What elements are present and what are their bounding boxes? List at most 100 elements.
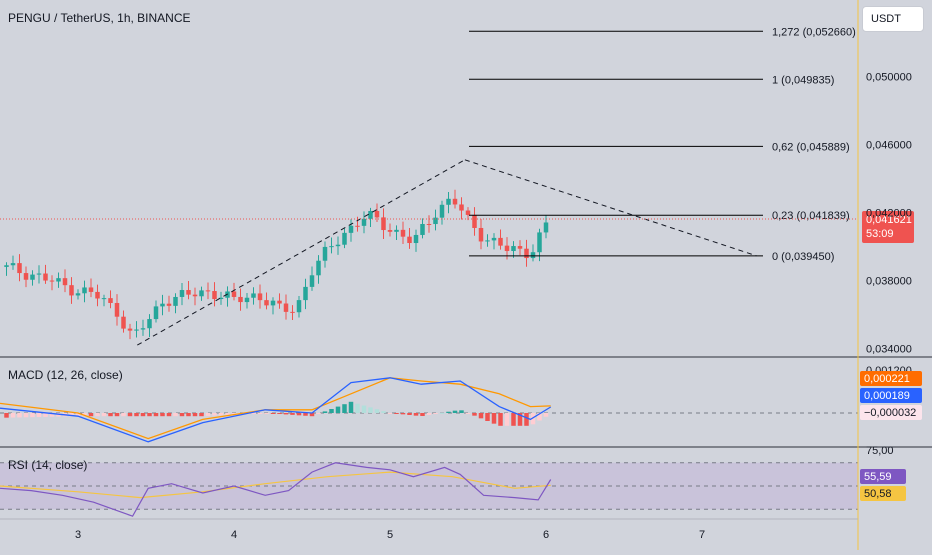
rsi-legend: RSI (14, close) (8, 458, 88, 472)
macd-histogram-bar (361, 405, 367, 413)
macd-histogram-bar (446, 411, 451, 413)
macd-signal-value: 0,000221 (864, 373, 910, 385)
candle (225, 286, 230, 307)
candle-body (452, 198, 458, 205)
macd-histogram-bar (251, 413, 256, 414)
macd-histogram-bar (368, 407, 373, 413)
macd-histogram-bar (69, 413, 74, 417)
candle (82, 280, 87, 303)
candle (134, 321, 139, 338)
candle (439, 200, 445, 225)
macd-histogram-bar (199, 413, 204, 417)
candle-body (212, 291, 217, 300)
macd-histogram-bar (283, 413, 289, 415)
candle (452, 189, 458, 209)
candle (465, 207, 471, 221)
currency-button[interactable]: USDT (862, 6, 924, 32)
candle-body (478, 227, 484, 242)
candle (114, 294, 120, 326)
candle-body (485, 240, 490, 242)
macd-histogram-bar (316, 413, 321, 414)
candle (173, 293, 178, 314)
candle (88, 278, 94, 298)
candle-body (517, 246, 523, 249)
candle-body (69, 285, 74, 296)
macd-histogram-bar (420, 413, 425, 416)
candle-body (394, 229, 399, 232)
candle-body (114, 302, 120, 317)
candle-body (166, 303, 172, 306)
macd-histogram-bar (212, 413, 217, 416)
candle-body (108, 298, 113, 303)
candle-body (36, 273, 42, 275)
current-price-tag: 0,041621 53:09 (862, 210, 914, 243)
candle (36, 265, 42, 284)
candle (17, 254, 22, 282)
candle (231, 282, 237, 301)
rsi-ma-line (0, 471, 551, 499)
candle-body (465, 210, 471, 215)
candle (381, 208, 386, 240)
candle-body (101, 298, 107, 300)
macd-histogram-value-tag: −0,000032 (860, 405, 922, 420)
candle-body (153, 306, 159, 320)
candle (75, 289, 81, 300)
macd-histogram-bar (121, 413, 126, 417)
candle-body (342, 232, 347, 245)
macd-histogram-bar (452, 410, 458, 413)
current-price-tag-bg (862, 210, 914, 243)
candle-body (95, 291, 100, 299)
candle (264, 292, 269, 310)
macd-histogram-bar (394, 413, 399, 414)
candle-body (4, 265, 9, 267)
candle (153, 300, 159, 323)
macd-histogram-bar (407, 413, 412, 415)
fib-level-label: 0,62 (0,045889) (772, 141, 850, 153)
macd-histogram-bar (225, 413, 230, 415)
candle-body (524, 248, 529, 259)
candle-body (537, 232, 542, 253)
candle-body (23, 273, 29, 280)
candle (348, 219, 354, 242)
candle-body (472, 214, 477, 228)
rsi-ma-value: 50,58 (864, 488, 892, 500)
candle-body (140, 328, 146, 330)
candle-body (277, 300, 282, 304)
macd-histogram-bar (498, 413, 503, 426)
candle-body (231, 291, 237, 297)
candle-body (75, 293, 81, 296)
candle-body (407, 236, 412, 244)
candle (283, 294, 289, 320)
macd-histogram-bar (342, 404, 347, 413)
candle (62, 269, 68, 293)
fib-level-label: 0,23 (0,041839) (772, 210, 850, 222)
macd-histogram-bar (511, 413, 516, 426)
macd-histogram-bar (4, 413, 9, 418)
chart-title: PENGU / TetherUS, 1h, BINANCE (8, 11, 191, 25)
rsi-ma-value-tag: 50,58 (860, 486, 906, 501)
candle-body (218, 297, 224, 300)
candle (433, 209, 438, 231)
candle (244, 293, 250, 309)
macd-histogram-bar (530, 413, 536, 425)
macd-histogram-bar (478, 413, 484, 419)
candle (374, 203, 380, 223)
price-axis-label: 0,050000 (866, 72, 912, 84)
macd-histogram-bar (426, 413, 432, 415)
candle-body (244, 297, 250, 303)
candle (309, 266, 315, 291)
price-axis-label: 0,046000 (866, 140, 912, 152)
candle (43, 264, 48, 284)
macd-histogram-bar (270, 413, 276, 414)
rsi-value-tag: 55,59 (860, 469, 906, 484)
macd-histogram-bar (17, 413, 22, 418)
macd-histogram-bar (472, 413, 477, 416)
candle (101, 294, 107, 307)
candle (413, 229, 419, 252)
rsi-axis-label: 75,00 (866, 445, 894, 457)
candle (205, 282, 211, 300)
candle (387, 223, 393, 237)
